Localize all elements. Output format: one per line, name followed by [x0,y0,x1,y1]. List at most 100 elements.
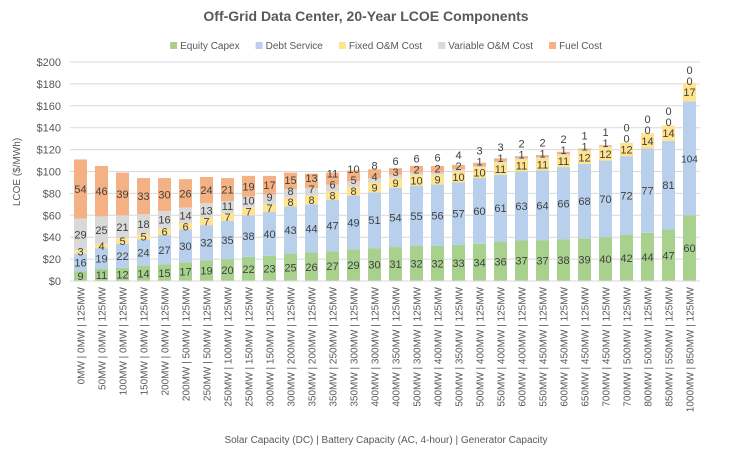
data-label: 26 [305,262,317,274]
data-label: 14 [179,210,191,222]
bar-segment [325,191,340,200]
x-tick-label: 250MW | 100MW | 125MW [224,286,235,406]
y-axis: $0 $20 $40 $60 $80 $100 $120 $140 $160 $180 $200 [37,57,61,288]
bar-segment [178,207,193,223]
y-tick-label: $20 [43,254,61,266]
bar-segment [262,212,277,256]
data-label: 12 [620,145,632,157]
x-tick-label: 350MW | 250MW | 125MW [329,286,340,406]
bar-segment [535,240,550,281]
x-tick-label: 100MW | 0MW | 125MW [119,286,130,395]
data-label: 7 [266,203,272,215]
data-label: 10 [410,175,422,187]
bar-segment [409,185,424,246]
data-label: 19 [200,266,212,278]
data-label: 22 [242,264,254,276]
data-label: 4 [455,150,461,162]
bar-segment [493,158,508,162]
data-label: 27 [158,245,170,257]
data-label: 8 [308,195,314,207]
bar-segment [115,243,130,268]
data-label: 77 [641,186,653,198]
data-label: 9 [371,182,377,194]
x-tick-label: 150MW | 0MW | 125MW [140,286,151,395]
data-label: 15 [158,268,170,280]
x-axis: 0MW | 0MW | 125MW 50MW | 0MW | 125MW 100MW… [70,280,700,412]
x-tick-label: 200MW | 50MW | 125MW [182,286,193,401]
bar-segment [178,229,193,263]
bar-segment [535,158,550,171]
data-label: 8 [371,160,377,172]
data-label: 2 [455,161,461,173]
data-label: 63 [515,201,527,213]
data-label: 10 [347,164,359,176]
bar-segment [577,150,592,164]
gridlines [70,61,700,282]
data-label: 10 [473,168,485,180]
data-label: 7 [245,206,251,218]
bar-segment [262,194,277,205]
y-tick-label: $180 [37,79,61,91]
data-label: 66 [557,198,569,210]
data-label: 14 [137,268,149,280]
data-label: 51 [368,215,380,227]
bar-segment [556,167,571,240]
data-label: 16 [74,257,86,269]
bar-segment [451,169,466,172]
x-tick-label: 650MW | 450MW | 125MW [581,286,592,406]
y-tick-label: $200 [37,57,61,69]
data-label: 8 [350,186,356,198]
bar-segment [241,207,256,216]
bar-segment [157,228,172,236]
bar-segment [493,162,508,175]
data-label: 0 [686,65,692,77]
data-label: 38 [557,255,569,267]
bar-segment [262,175,277,195]
data-label: 32 [431,258,443,270]
bar-segment [199,260,214,281]
bar-segment [493,161,508,163]
legend-swatch [338,42,346,49]
data-label: 44 [641,252,653,264]
data-label: 1 [602,138,608,150]
bar-segment [535,155,550,158]
bar-segment [157,178,172,211]
bar-segment [430,166,445,173]
data-label: 60 [473,206,485,218]
x-tick-label: 500MW | 350MW | 125MW [455,286,466,406]
data-label: 46 [95,186,107,198]
bar-segment [472,243,487,281]
bar-segment [304,252,319,281]
bar-segment [493,174,508,242]
data-label: 19 [242,181,254,193]
bar-segment [409,245,424,281]
data-label: 31 [389,259,401,271]
data-label: 6 [434,153,440,165]
x-axis-title: Solar Capacity (DC) | Battery Capacity (… [224,435,547,446]
y-tick-label: $160 [37,101,61,113]
bar-segment [220,178,235,202]
legend-label: Variable O&M Cost [448,41,533,52]
x-tick-label: 400MW | 350MW | 125MW [392,286,403,406]
data-label: 11 [516,160,527,172]
bar-segment [220,201,235,214]
data-label: 47 [326,221,338,233]
bar-segment [451,171,466,183]
bar-segment [304,195,319,205]
x-tick-label: 250MW | 50MW | 125MW [203,286,214,401]
bar-segment [94,248,109,269]
data-label: 4 [371,171,377,183]
data-label: 13 [305,173,317,185]
bar-segment [430,245,445,281]
data-label: 33 [137,191,149,203]
bar-segment [115,238,130,244]
data-label: 17 [683,87,695,99]
data-label: 11 [222,201,233,213]
data-label: 5 [140,232,146,244]
data-label: 70 [599,194,611,206]
data-label: 4 [98,241,104,253]
bar-segment [241,215,256,257]
x-tick-label: 800MW | 500MW | 125MW [644,286,655,406]
data-label: 21 [116,222,128,234]
bar-segment [325,172,340,185]
